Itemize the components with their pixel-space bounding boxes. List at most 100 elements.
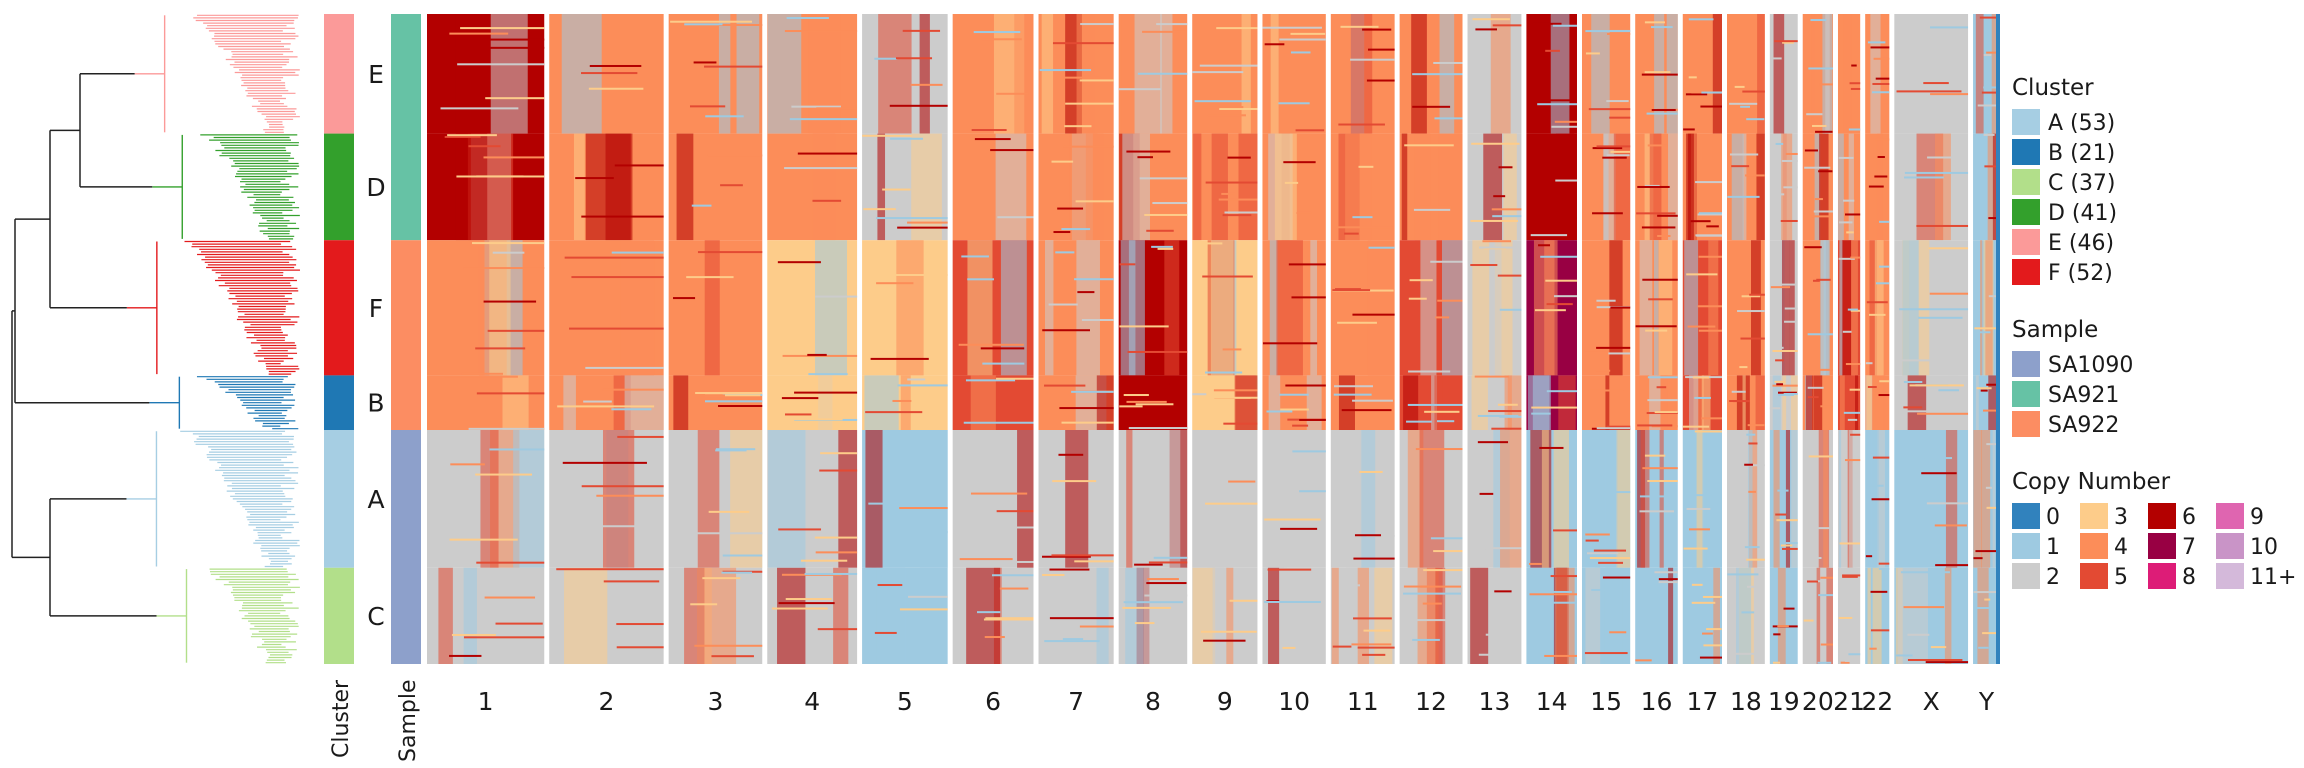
heatmap-streak (1929, 292, 1969, 295)
heatmap-streak (1119, 405, 1143, 408)
tree-clade-E (134, 14, 300, 133)
cluster-label-E: E (368, 60, 384, 89)
legend-label: 8 (2182, 565, 2196, 590)
heatmap-streak (1703, 644, 1722, 647)
heatmap-streak (697, 251, 763, 254)
tree-clade-B (149, 376, 299, 430)
heatmap-streak (1151, 245, 1173, 248)
chromosome-label-6: 6 (985, 687, 1001, 716)
heatmap-streak (468, 427, 545, 430)
heatmap-streak (1492, 24, 1522, 27)
heatmap-segment (1605, 430, 1618, 568)
heatmap-streak (1048, 303, 1078, 306)
heatmap-streak (1061, 76, 1102, 79)
heatmap-streak (1815, 527, 1833, 530)
heatmap-segment (1747, 430, 1753, 568)
heatmap-streak (583, 400, 612, 403)
heatmap-segment (1076, 14, 1095, 134)
heatmap-segment (1848, 133, 1854, 241)
heatmap-segment (1401, 133, 1408, 241)
heatmap-streak (1925, 661, 1969, 664)
heatmap-streak (686, 276, 734, 279)
legend-swatch (2148, 503, 2176, 529)
heatmap-streak (1818, 594, 1833, 597)
heatmap-segment (480, 430, 499, 568)
heatmap-streak (1123, 601, 1184, 604)
heatmap-streak (1470, 219, 1518, 222)
heatmap-streak (1850, 87, 1861, 90)
heatmap-streak (1983, 86, 2000, 89)
heatmap-streak (708, 510, 750, 513)
heatmap-streak (1071, 390, 1114, 393)
heatmap-segment (1850, 567, 1857, 664)
heatmap-streak (1061, 228, 1091, 231)
heatmap-streak (704, 400, 763, 403)
heatmap-streak (1917, 412, 1969, 415)
heatmap-streak (814, 536, 858, 539)
heatmap-streak (1772, 350, 1798, 353)
heatmap-streak (807, 353, 827, 356)
heatmap-segment (1591, 14, 1610, 134)
heatmap-streak (1147, 578, 1179, 581)
heatmap-streak (1903, 406, 1923, 409)
heatmap-streak (997, 216, 1034, 219)
heatmap-streak (1497, 274, 1522, 277)
heatmap-streak (1646, 112, 1678, 115)
heatmap-streak (1406, 619, 1446, 622)
legend-label: C (37) (2048, 171, 2116, 196)
legend-swatch (2012, 411, 2040, 437)
heatmap-streak (1839, 221, 1853, 224)
heatmap-streak (1350, 58, 1395, 61)
heatmap-streak (1430, 537, 1463, 540)
heatmap-streak (1139, 177, 1188, 180)
heatmap-streak (1596, 427, 1631, 430)
heatmap-streak (1808, 455, 1833, 458)
heatmap-segment (838, 430, 858, 568)
heatmap-streak (991, 560, 1034, 563)
heatmap-streak (1815, 130, 1833, 133)
heatmap-segment (1164, 240, 1180, 376)
heatmap-streak (1064, 125, 1092, 128)
chromosome-label-2: 2 (598, 687, 614, 716)
cluster-block-C (324, 567, 354, 664)
heatmap-segment (1338, 375, 1355, 430)
heatmap-streak (1407, 403, 1463, 406)
heatmap-segment (585, 133, 633, 241)
heatmap-streak (1867, 41, 1886, 44)
heatmap-streak (1692, 376, 1710, 379)
heatmap-streak (1494, 590, 1512, 593)
heatmap-streak (1979, 16, 2000, 19)
heatmap-segment (1855, 375, 1859, 430)
heatmap-segment (1907, 375, 1927, 430)
heatmap-streak (1739, 366, 1748, 369)
heatmap-segment (1757, 14, 1765, 134)
heatmap-streak (1538, 244, 1551, 247)
heatmap-streak (1686, 273, 1718, 276)
heatmap-streak (882, 188, 911, 191)
chromosome-label-16: 16 (1641, 687, 1673, 716)
heatmap-streak (785, 598, 832, 601)
heatmap-streak (1647, 376, 1678, 379)
heatmap-streak (1694, 430, 1720, 433)
heatmap-streak (1847, 418, 1858, 421)
heatmap-segment (1541, 430, 1549, 568)
chromosome-column-1 (427, 14, 545, 664)
heatmap-streak (1647, 480, 1678, 483)
heatmap-streak (472, 242, 545, 245)
heatmap-streak (496, 601, 541, 604)
legend-label: 5 (2114, 565, 2128, 590)
heatmap-streak (556, 568, 664, 571)
chromosome-column-21 (1837, 14, 1861, 664)
heatmap-streak (1820, 576, 1833, 579)
legend-swatch (2216, 503, 2244, 529)
legend-label: B (21) (2048, 141, 2115, 166)
heatmap-streak (1903, 606, 1945, 609)
heatmap-block (767, 133, 858, 241)
heatmap-segment (1414, 133, 1431, 241)
heatmap-streak (1644, 71, 1671, 74)
heatmap-streak (1403, 585, 1430, 588)
heatmap-streak (1292, 450, 1326, 453)
heatmap-segment (1350, 14, 1373, 134)
heatmap-streak (1262, 342, 1318, 345)
